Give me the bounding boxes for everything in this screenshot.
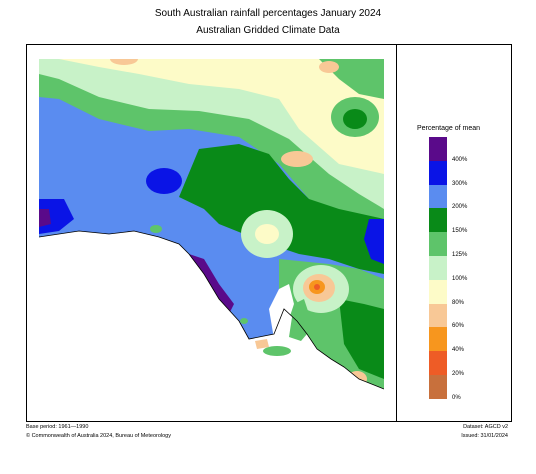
legend-swatch: [429, 256, 447, 281]
map-zone-80-centre: [255, 224, 279, 244]
rainfall-map-svg: [39, 59, 384, 406]
legend-label: 40%: [452, 347, 465, 354]
kangaroo-island: [263, 346, 291, 356]
legend-label: 20%: [452, 371, 465, 377]
legend-label: 125%: [452, 252, 468, 258]
map-zone-150-centre: [179, 144, 384, 274]
map-zone-150-east: [343, 109, 367, 129]
map-zone-20-adelaide: [314, 284, 320, 290]
legend-title: Percentage of mean: [417, 125, 481, 132]
map-zone-400-west: [39, 209, 51, 227]
base-period: Base period: 1961—1990: [26, 424, 89, 430]
legend-label: 300%: [452, 180, 468, 187]
legend-label: 60%: [452, 323, 465, 330]
legend-label: 80%: [452, 299, 465, 306]
legend-swatch: [429, 279, 447, 305]
map-zone-150-se: [339, 299, 384, 379]
legend-swatch: [429, 327, 447, 352]
copyright-notice: © Commonwealth of Australia 2024, Bureau…: [26, 433, 171, 439]
legend-label: 150%: [452, 228, 468, 235]
legend-swatch: [429, 208, 447, 233]
kangaroo-island-west: [255, 339, 269, 349]
legend-swatch: [429, 160, 447, 186]
legend-label: 400%: [452, 156, 468, 163]
legend-swatch: [429, 375, 447, 400]
legend-swatch: [429, 303, 447, 328]
issued-date: Issued: 31/01/2024: [461, 433, 508, 439]
map-zone-300-east: [364, 219, 384, 264]
coastline: [39, 230, 384, 390]
legend-label: 0%: [452, 394, 461, 401]
legend-swatch: [429, 351, 447, 376]
ocean: [39, 231, 384, 406]
legend-label: 100%: [452, 275, 468, 282]
rainfall-map: [39, 59, 384, 406]
island-west: [150, 225, 162, 233]
map-subtitle: Australian Gridded Climate Data: [196, 25, 340, 36]
map-zone-60-ne: [319, 61, 339, 73]
map-zone-60-mid: [281, 151, 313, 167]
map-title: South Australian rainfall percentages Ja…: [154, 8, 382, 19]
island-small: [240, 318, 248, 324]
map-zone-80-north: [59, 59, 384, 174]
legend-swatch: [429, 184, 447, 209]
map-zone-300-west: [146, 168, 182, 194]
map-zone-60-north: [110, 59, 138, 65]
legend-label: 200%: [452, 204, 468, 211]
legend-divider: [396, 44, 397, 422]
map-zone-300-far-west: [39, 199, 74, 234]
dataset-label: Dataset: AGCD v2: [463, 424, 508, 430]
legend-swatch: [429, 232, 447, 257]
legend-swatch: [429, 137, 447, 162]
spencer-gulf: [269, 284, 294, 339]
